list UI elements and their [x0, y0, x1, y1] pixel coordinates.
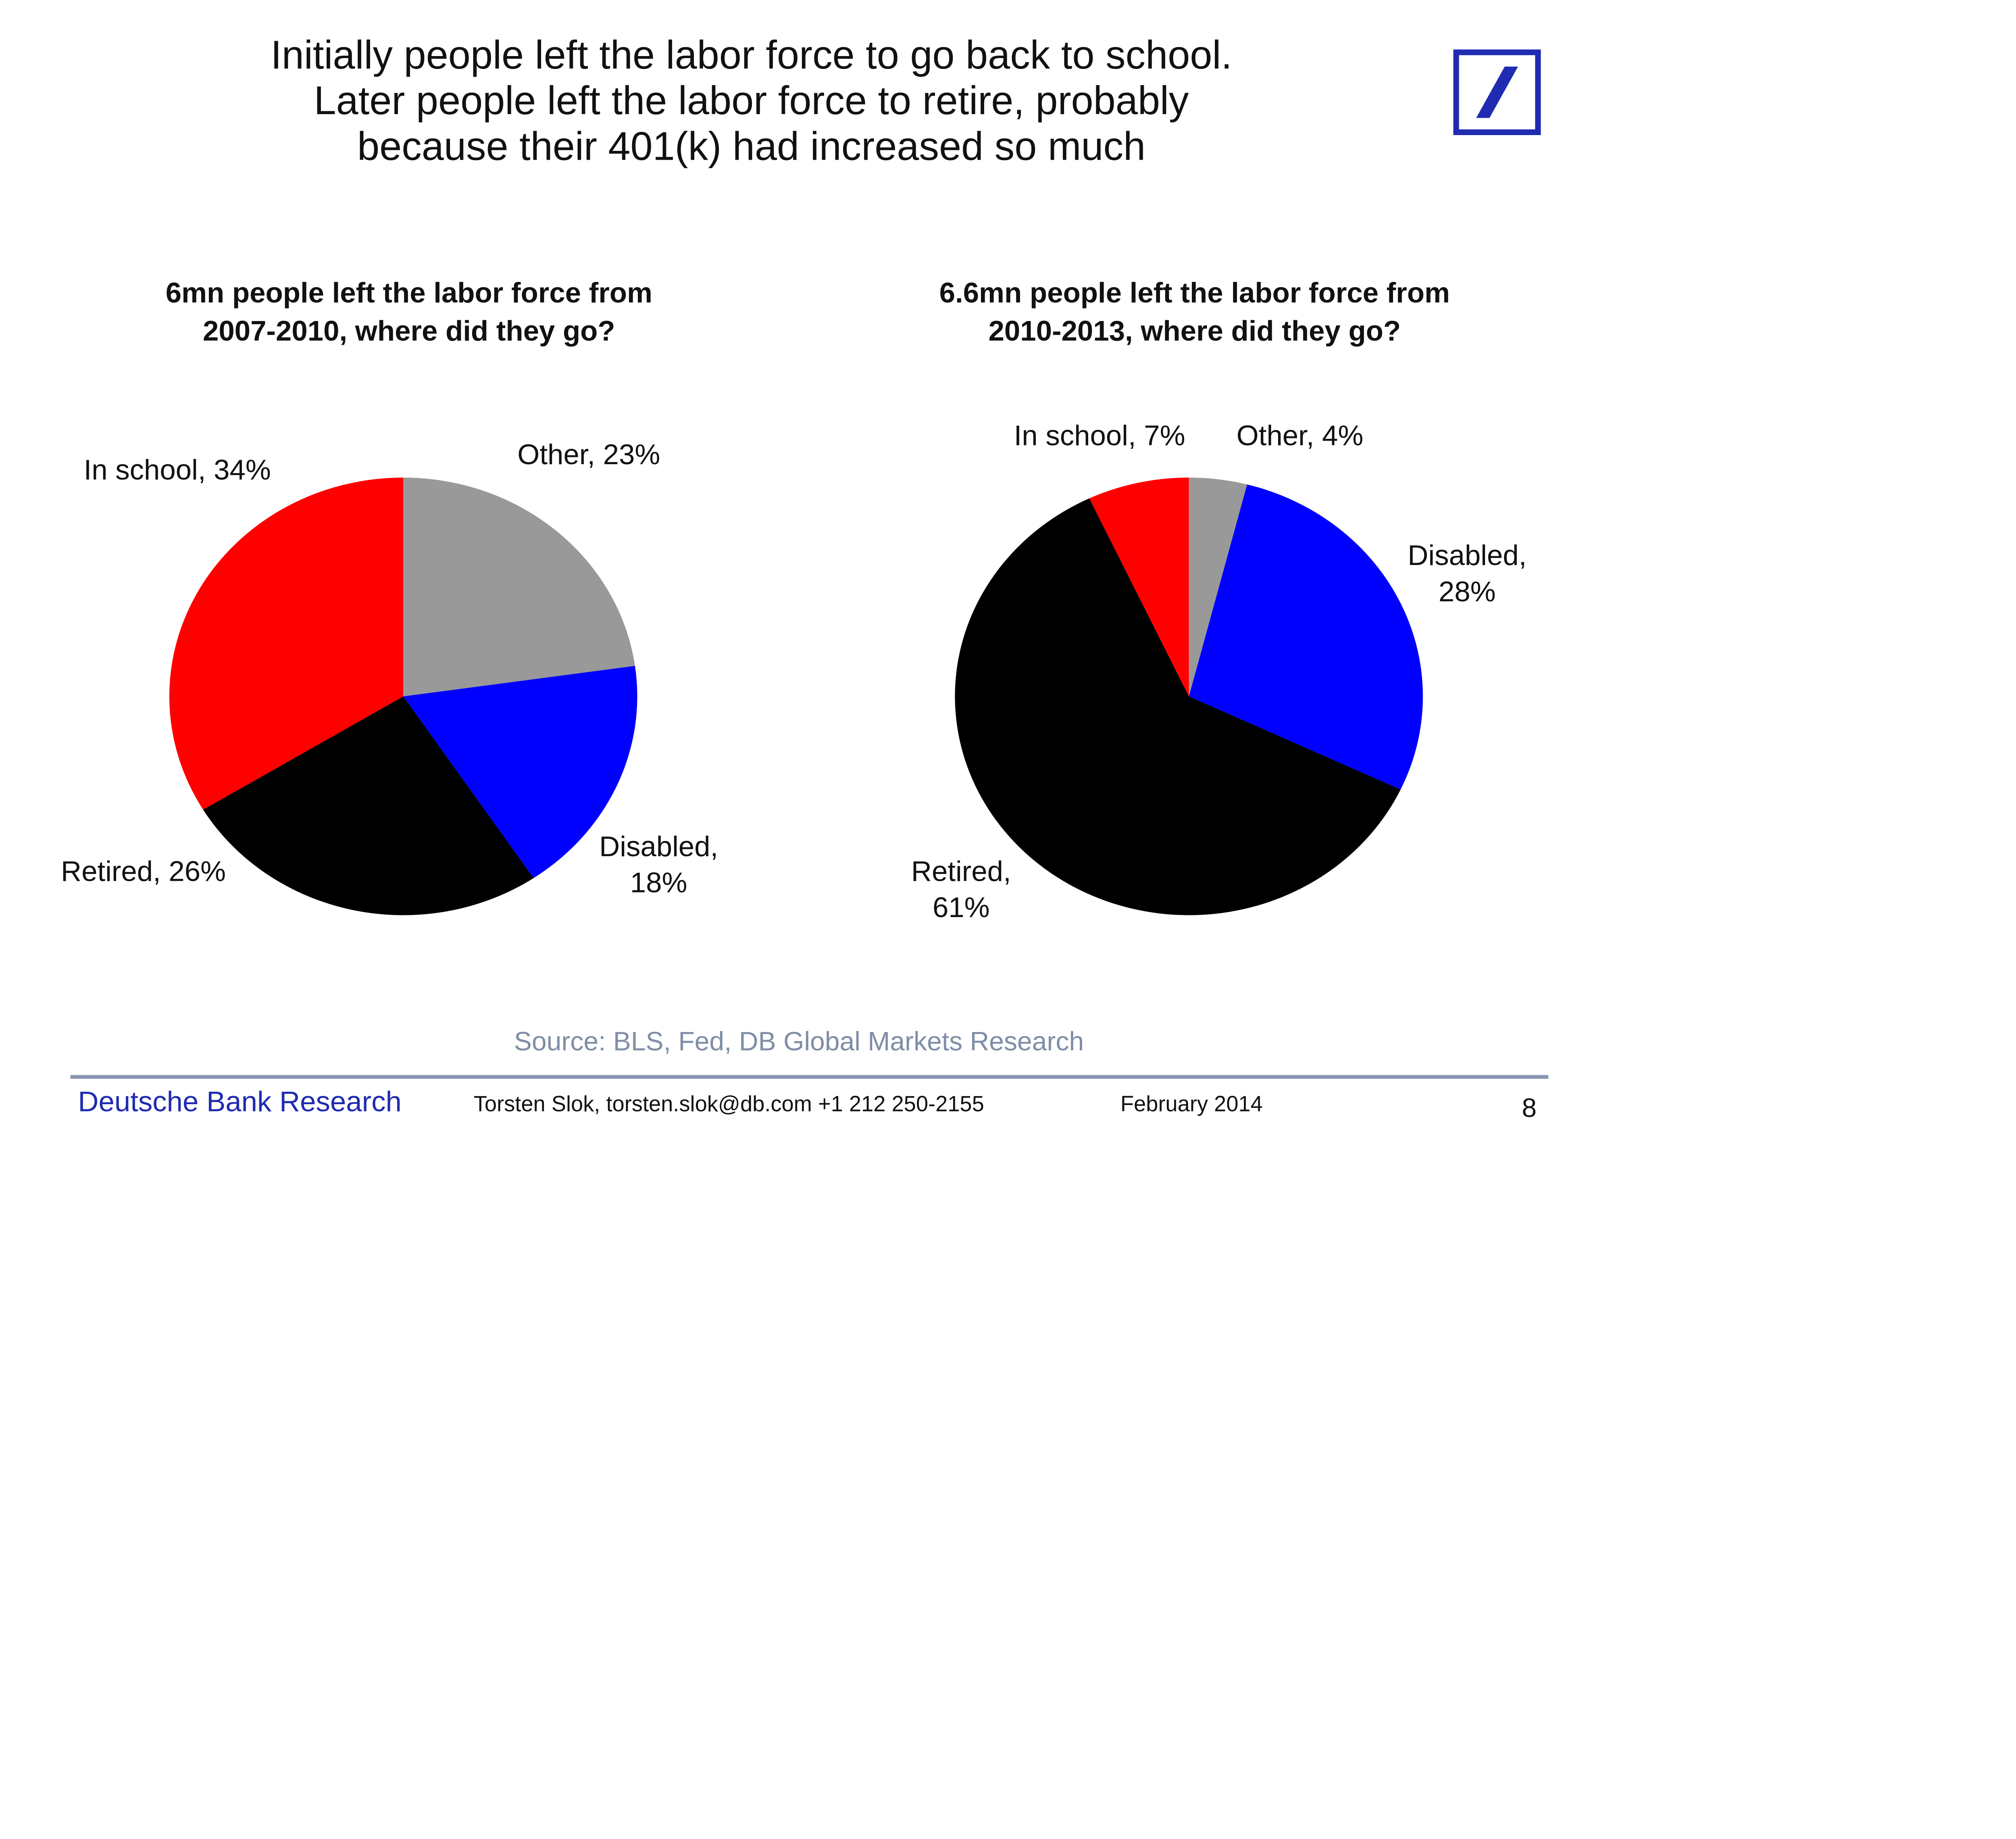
chart-2-title-line-2: 2010-2013, where did they go? [988, 316, 1401, 348]
chart-1-label-disabled-line-2: 18% [630, 867, 687, 900]
chart-2-label-other: Other, 4% [1236, 420, 1364, 453]
headline: Initially people left the labor force to… [181, 34, 1322, 171]
chart-2-title: 6.6mn people left the labor force from 2… [852, 276, 1537, 352]
chart-1-label-retired: Retired, 26% [60, 856, 226, 889]
footer-author-contact: Torsten Slok, torsten.slok@db.com +1 212… [473, 1094, 984, 1117]
chart-2-label-disabled-line-2: 28% [1438, 576, 1496, 609]
chart-1-label-disabled: Disabled, 18% [599, 830, 718, 902]
chart-1-pie [169, 477, 637, 915]
chart-2-slice-disabled [1189, 484, 1423, 790]
chart-2-slice-in-school [1089, 477, 1189, 696]
chart-2-pie [955, 477, 1423, 915]
chart-2-label-disabled: Disabled, 28% [1408, 538, 1527, 611]
chart-2-slice-other [1189, 477, 1248, 696]
footer-divider [70, 1075, 1549, 1079]
headline-line-2: Later people left the labor force to ret… [314, 80, 1189, 124]
chart-2-label-retired-line-1: Retired, [911, 856, 1011, 889]
page-number: 8 [1522, 1092, 1537, 1123]
chart-1-label-disabled-line-1: Disabled, [599, 831, 719, 864]
source-note: Source: BLS, Fed, DB Global Markets Rese… [514, 1025, 1084, 1056]
chart-2-label-retired: Retired, 61% [911, 854, 1011, 926]
chart-2-label-retired-line-2: 61% [932, 892, 990, 925]
chart-1-label-in-school: In school, 34% [83, 455, 271, 487]
logo-slash-icon [1476, 67, 1518, 118]
deutsche-bank-logo [1453, 49, 1541, 135]
headline-line-1: Initially people left the labor force to… [271, 34, 1232, 78]
chart-2-label-disabled-line-1: Disabled, [1408, 540, 1527, 573]
chart-1-slice-in-school [169, 477, 404, 810]
footer-date: February 2014 [1120, 1094, 1263, 1117]
chart-2-label-in-school: In school, 7% [1014, 420, 1185, 453]
chart-1-title: 6mn people left the labor force from 200… [67, 276, 751, 352]
footer-brand: Deutsche Bank Research [78, 1086, 402, 1119]
chart-1-slice-retired [203, 696, 534, 915]
chart-1-title-line-1: 6mn people left the labor force from [165, 277, 652, 311]
chart-1-label-other: Other, 23% [517, 439, 660, 472]
chart-1-title-line-2: 2007-2010, where did they go? [203, 316, 615, 348]
chart-2-title-line-1: 6.6mn people left the labor force from [939, 277, 1450, 311]
chart-1-slice-other [403, 477, 635, 696]
headline-line-3: because their 401(k) had increased so mu… [357, 125, 1146, 169]
chart-2-slice-retired [955, 498, 1401, 915]
chart-1-slice-disabled [403, 666, 637, 878]
